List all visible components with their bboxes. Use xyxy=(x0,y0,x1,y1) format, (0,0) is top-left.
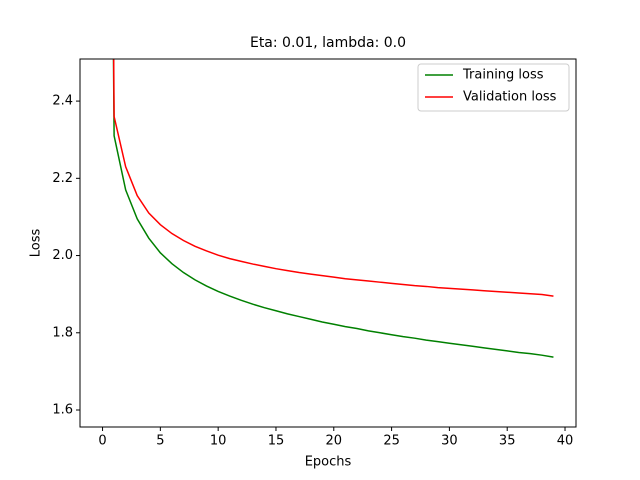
line-series xyxy=(112,59,554,358)
x-tick-label: 10 xyxy=(210,434,227,449)
x-tick-label: 20 xyxy=(326,434,343,449)
legend-label: Training loss xyxy=(462,68,544,83)
y-tick-label: 2.0 xyxy=(52,248,73,263)
x-tick-label: 0 xyxy=(98,434,106,449)
x-tick-label: 25 xyxy=(383,434,400,449)
y-tick-label: 2.4 xyxy=(52,94,73,109)
x-tick-label: 35 xyxy=(499,434,516,449)
y-axis-label: Loss xyxy=(29,229,44,258)
x-tick-label: 40 xyxy=(557,434,574,449)
y-tick-label: 2.2 xyxy=(52,171,73,186)
x-tick-label: 15 xyxy=(268,434,285,449)
x-tick-label: 30 xyxy=(441,434,458,449)
line-series xyxy=(112,59,554,297)
x-axis-label: Epochs xyxy=(305,455,352,470)
legend-box xyxy=(417,63,570,112)
x-tick-label: 5 xyxy=(156,434,164,449)
chart-title: Eta: 0.01, lambda: 0.0 xyxy=(250,35,406,51)
plot-area xyxy=(112,59,554,358)
axes-frame xyxy=(79,58,577,428)
legend-label: Validation loss xyxy=(463,90,557,105)
y-tick-label: 1.8 xyxy=(52,325,73,340)
y-tick-label: 1.6 xyxy=(52,403,73,418)
